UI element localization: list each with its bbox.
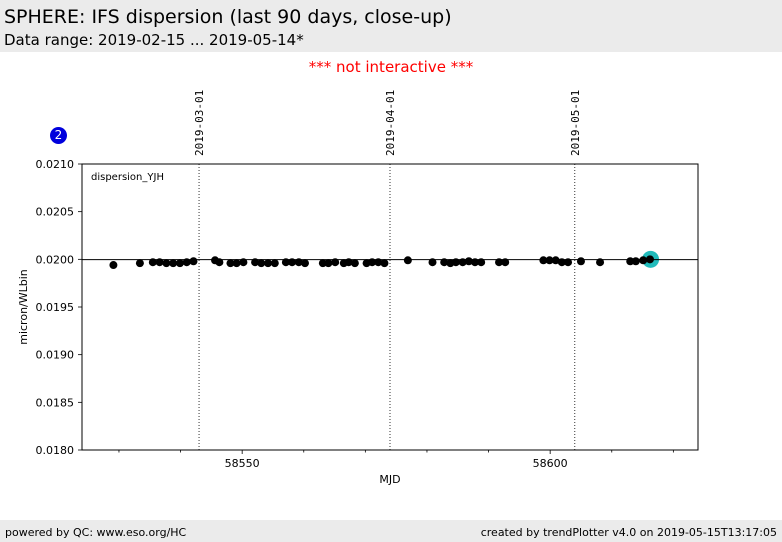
data-point	[239, 258, 248, 267]
data-point	[300, 259, 309, 268]
data-point	[596, 258, 605, 267]
data-point	[557, 258, 566, 267]
date-marker-label: 2019-04-01	[384, 90, 397, 156]
data-point	[631, 257, 640, 266]
data-point	[495, 258, 504, 267]
not-interactive-notice: *** not interactive ***	[308, 58, 474, 76]
y-tick-label: 0.0180	[36, 444, 75, 457]
data-point	[155, 258, 164, 267]
date-marker-label: 2019-05-01	[569, 90, 582, 156]
data-point	[451, 258, 460, 267]
data-range-subtitle: Data range: 2019-02-15 ... 2019-05-14*	[4, 31, 304, 49]
data-point	[344, 258, 353, 267]
y-tick-label: 0.0210	[36, 158, 75, 171]
x-tick-label: 58600	[533, 457, 568, 470]
y-tick-label: 0.0200	[36, 253, 75, 266]
data-point	[639, 256, 648, 265]
data-point	[564, 258, 573, 267]
data-point	[189, 257, 198, 266]
page-title: SPHERE: IFS dispersion (last 90 days, cl…	[4, 6, 452, 28]
data-point	[251, 258, 260, 267]
x-axis: 58550 58600	[118, 450, 674, 470]
y-tick-label: 0.0185	[36, 396, 75, 409]
data-point	[545, 256, 554, 265]
footer-created-by: created by trendPlotter v4.0 on 2019-05-…	[480, 526, 777, 539]
data-point	[148, 258, 157, 267]
data-point	[281, 258, 290, 267]
data-point	[215, 258, 224, 267]
data-point	[175, 259, 184, 268]
y-axis-label: micron/WLbin	[17, 269, 30, 345]
data-point	[257, 259, 266, 268]
header-bar: SPHERE: IFS dispersion (last 90 days, cl…	[0, 0, 782, 52]
date-markers: 2019-03-01 2019-04-01 2019-05-01	[193, 90, 582, 450]
y-tick-label: 0.0190	[36, 349, 75, 362]
data-point	[270, 259, 279, 268]
data-point	[440, 258, 449, 267]
footer-bar: powered by QC: www.eso.org/HC created by…	[0, 520, 782, 542]
data-point	[501, 258, 510, 267]
data-point	[294, 258, 303, 267]
footer-powered-by: powered by QC: www.eso.org/HC	[5, 526, 187, 539]
data-point	[374, 258, 383, 267]
y-axis: 0.0180 0.0185 0.0190 0.0195 0.0200 0.0205 0.02…	[36, 158, 82, 457]
data-point	[232, 259, 241, 268]
panel-label: dispersion_YJH	[91, 172, 164, 183]
data-point	[264, 259, 273, 268]
data-point	[135, 259, 144, 268]
chart-svg: 2019-03-01 2019-04-01 2019-05-01 58550 5860…	[17, 90, 699, 486]
x-axis-label: MJD	[379, 473, 400, 486]
data-point	[324, 259, 333, 268]
data-point	[350, 259, 359, 268]
y-tick-label: 0.0195	[36, 301, 75, 314]
date-marker-label: 2019-03-01	[193, 90, 206, 156]
data-point	[169, 259, 178, 268]
data-point	[226, 259, 235, 268]
data-point	[368, 258, 377, 267]
data-point	[109, 261, 118, 270]
x-tick-label: 58550	[225, 457, 260, 470]
data-point	[428, 258, 437, 267]
data-point	[331, 258, 340, 267]
y-tick-label: 0.0205	[36, 206, 75, 219]
data-point	[539, 256, 548, 265]
data-point	[551, 256, 560, 265]
plot-number-badge: 2	[50, 127, 67, 144]
data-point	[477, 258, 486, 267]
data-point	[182, 258, 191, 267]
data-point	[458, 258, 467, 267]
data-point	[288, 258, 297, 267]
data-point	[380, 259, 389, 268]
data-point	[318, 259, 327, 268]
data-point	[576, 257, 585, 266]
data-point	[403, 256, 412, 265]
data-point	[162, 259, 171, 268]
data-point	[471, 258, 480, 267]
